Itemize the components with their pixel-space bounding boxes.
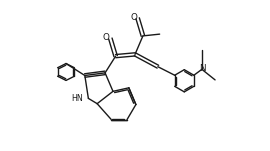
Text: O: O xyxy=(130,13,137,22)
Text: N: N xyxy=(199,64,205,73)
Text: O: O xyxy=(103,33,109,42)
Text: HN: HN xyxy=(72,94,83,103)
